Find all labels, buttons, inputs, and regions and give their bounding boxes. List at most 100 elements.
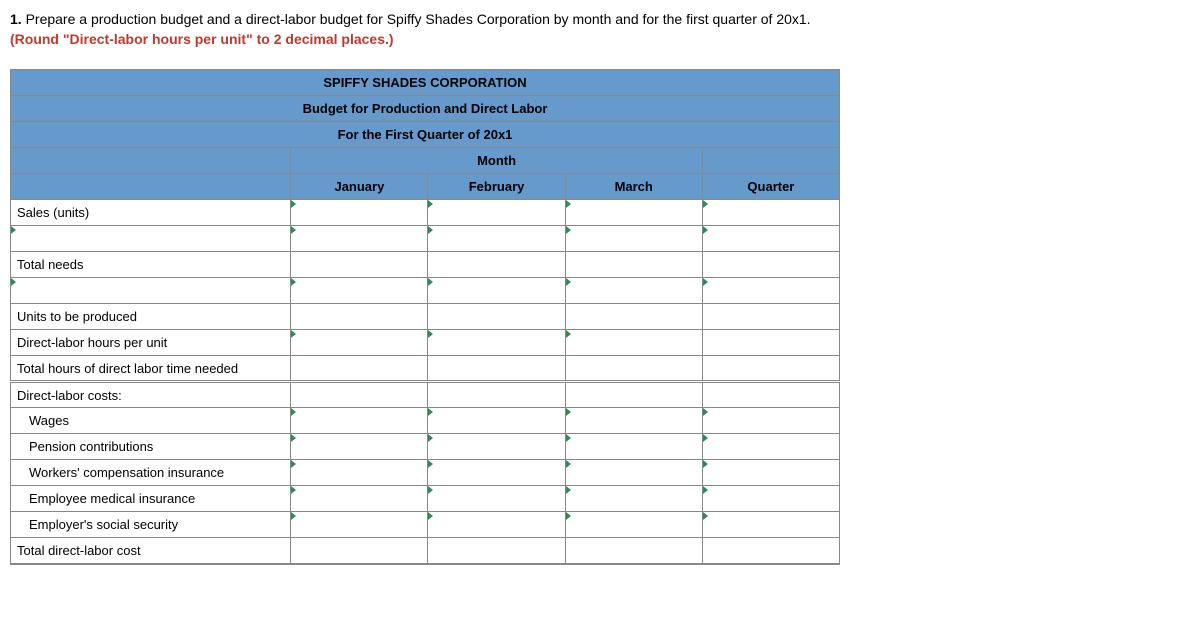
data-input-cell[interactable] [291,486,428,512]
data-input[interactable] [566,330,702,355]
data-input-cell[interactable] [702,460,839,486]
data-input[interactable] [703,200,839,225]
data-input-cell[interactable] [291,278,428,304]
data-input[interactable] [428,278,564,303]
dropdown-tick-icon [11,278,16,286]
data-input-cell[interactable] [428,434,565,460]
data-input-cell[interactable] [565,200,702,226]
data-input[interactable] [703,226,839,251]
row-label: Units to be produced [11,304,291,330]
data-input-cell[interactable] [291,200,428,226]
data-input-cell[interactable] [428,460,565,486]
data-input[interactable] [566,408,702,433]
data-input[interactable] [566,512,702,537]
data-input[interactable] [291,408,427,433]
data-input[interactable] [566,226,702,251]
data-input[interactable] [291,226,427,251]
row-label-field[interactable] [11,278,290,303]
row-label: Workers' compensation insurance [11,460,291,486]
dropdown-tick-icon [703,200,708,208]
data-input[interactable] [566,278,702,303]
data-input-cell[interactable] [428,278,565,304]
data-input-cell[interactable] [702,226,839,252]
data-input[interactable] [566,434,702,459]
row-label-input[interactable] [11,226,291,252]
data-input[interactable] [703,512,839,537]
data-input[interactable] [428,460,564,485]
data-input-cell[interactable] [291,434,428,460]
data-input-cell[interactable] [702,408,839,434]
data-input[interactable] [291,330,427,355]
data-input-cell[interactable] [565,226,702,252]
data-input[interactable] [566,460,702,485]
column-header-march: March [565,174,702,200]
data-input-cell[interactable] [702,512,839,538]
row-label-input[interactable] [11,278,291,304]
data-input[interactable] [428,408,564,433]
data-input-cell[interactable] [428,486,565,512]
table-title-budget: Budget for Production and Direct Labor [11,96,840,122]
question-text: Prepare a production budget and a direct… [26,11,811,27]
dropdown-tick-icon [566,330,571,338]
dropdown-tick-icon [566,434,571,442]
dropdown-tick-icon [428,460,433,468]
data-input[interactable] [291,512,427,537]
budget-table: SPIFFY SHADES CORPORATIONBudget for Prod… [10,69,840,565]
data-input-cell[interactable] [291,460,428,486]
data-input[interactable] [703,460,839,485]
data-input[interactable] [703,486,839,511]
data-input[interactable] [291,278,427,303]
data-input-cell[interactable] [565,408,702,434]
data-input[interactable] [428,226,564,251]
dropdown-tick-icon [428,512,433,520]
data-input[interactable] [703,434,839,459]
data-readonly-cell [702,538,839,564]
table-title-corp: SPIFFY SHADES CORPORATION [11,70,840,96]
data-input[interactable] [428,434,564,459]
row-label-field[interactable] [11,226,290,251]
data-input-cell[interactable] [428,226,565,252]
data-input-cell[interactable] [565,278,702,304]
data-input[interactable] [428,330,564,355]
data-input[interactable] [428,512,564,537]
data-input[interactable] [428,200,564,225]
question-number: 1. [10,11,22,27]
data-input[interactable] [566,486,702,511]
data-input-cell[interactable] [428,200,565,226]
data-input-cell[interactable] [291,408,428,434]
dropdown-tick-icon [566,512,571,520]
data-input-cell[interactable] [702,434,839,460]
row-label: Total needs [11,252,291,278]
data-input-cell[interactable] [702,200,839,226]
data-input[interactable] [291,460,427,485]
data-input-cell[interactable] [565,330,702,356]
data-input-cell[interactable] [565,512,702,538]
dropdown-tick-icon [566,278,571,286]
dropdown-tick-icon [428,486,433,494]
data-input[interactable] [566,200,702,225]
data-input-cell[interactable] [565,460,702,486]
data-input[interactable] [703,278,839,303]
row-label: Employee medical insurance [11,486,291,512]
dropdown-tick-icon [291,434,296,442]
data-input[interactable] [291,200,427,225]
data-input-cell[interactable] [291,226,428,252]
data-input-cell[interactable] [565,486,702,512]
data-input-cell[interactable] [702,278,839,304]
data-input[interactable] [291,434,427,459]
data-input-cell[interactable] [428,512,565,538]
dropdown-tick-icon [703,512,708,520]
dropdown-tick-icon [291,226,296,234]
data-input[interactable] [703,408,839,433]
data-readonly-cell [291,356,428,382]
data-input-cell[interactable] [291,330,428,356]
data-input-cell[interactable] [428,330,565,356]
data-input-cell[interactable] [702,486,839,512]
data-input[interactable] [428,486,564,511]
data-input[interactable] [291,486,427,511]
row-label: Total direct-labor cost [11,538,291,564]
data-input-cell[interactable] [291,512,428,538]
data-input-cell[interactable] [428,408,565,434]
dropdown-tick-icon [566,486,571,494]
data-input-cell[interactable] [565,434,702,460]
